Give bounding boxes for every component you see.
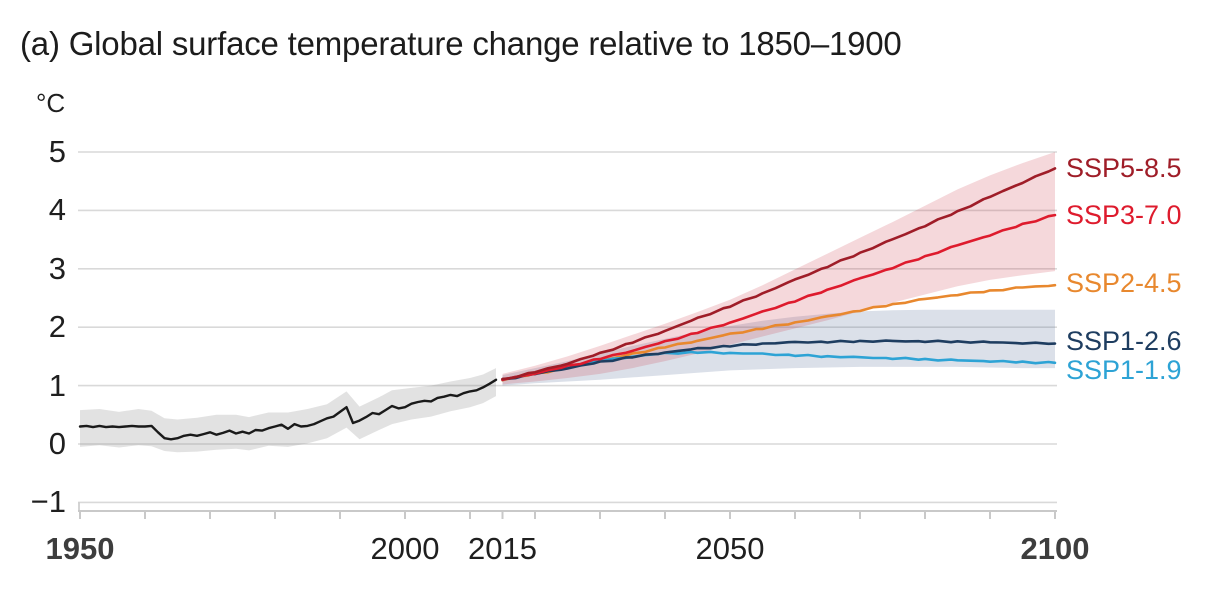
y-tick-label-5: 5 — [48, 134, 66, 169]
legend-label-ssp2-4.5: SSP2-4.5 — [1066, 268, 1182, 299]
historical-line — [78, 378, 498, 441]
legend-label-ssp5-8.5: SSP5-8.5 — [1066, 153, 1182, 184]
legend-label-ssp1-1.9: SSP1-1.9 — [1066, 354, 1182, 385]
legend-label-ssp1-2.6: SSP1-2.6 — [1066, 325, 1182, 356]
x-tick-label-2100: 2100 — [1020, 531, 1090, 566]
y-tick-label-−1: −1 — [30, 484, 66, 520]
chart-title: (a) Global surface temperature change re… — [20, 25, 902, 62]
y-tick-label-4: 4 — [48, 192, 66, 228]
ssp1-2.6-uncertainty-band — [502, 309, 1055, 386]
ssp3-7.0-uncertainty-band — [502, 152, 1055, 385]
x-tick-label-2000: 2000 — [370, 531, 440, 566]
legend-label-ssp3-7.0: SSP3-7.0 — [1066, 200, 1182, 231]
x-tick-label-2015: 2015 — [468, 531, 537, 566]
x-tick-label-1950: 1950 — [45, 531, 115, 566]
y-axis-unit-label: °C — [36, 88, 66, 118]
y-tick-label-2: 2 — [48, 309, 66, 345]
historical-uncertainty-band — [80, 368, 496, 453]
y-tick-label-0: 0 — [48, 426, 66, 461]
ssp1-2.6-line — [501, 339, 1057, 381]
y-tick-label-1: 1 — [48, 367, 66, 403]
x-tick-label-2050: 2050 — [695, 531, 765, 566]
ssp5-8.5-line — [501, 167, 1057, 381]
ssp3-7.0-line — [501, 213, 1057, 382]
y-tick-label-3: 3 — [48, 250, 66, 286]
